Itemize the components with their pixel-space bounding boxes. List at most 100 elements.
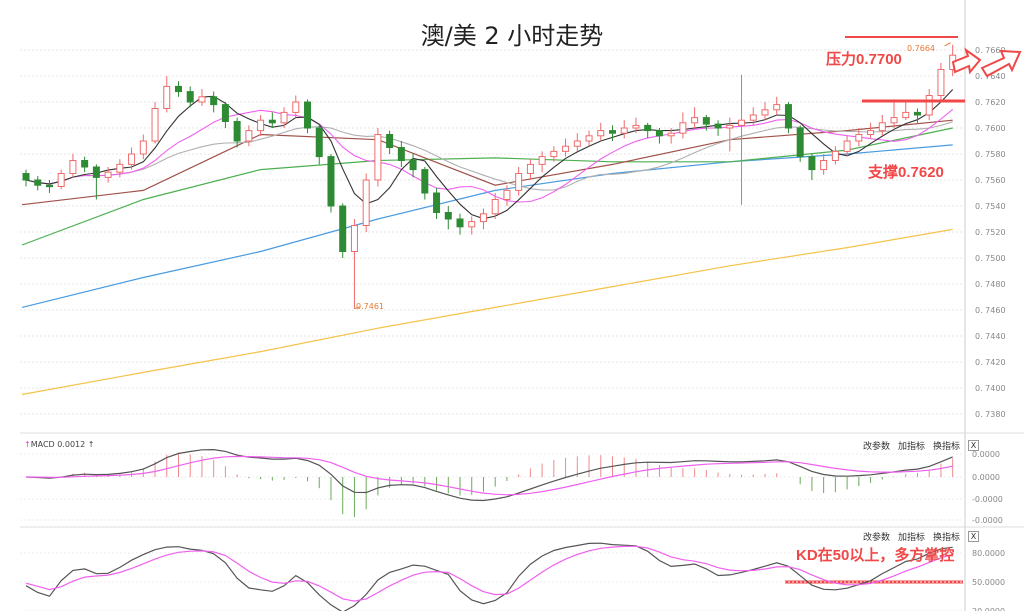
y-tick-label: 0. 7640 <box>975 72 1006 81</box>
candle-down <box>409 160 417 171</box>
candle-down <box>655 130 663 137</box>
candle-up <box>562 145 570 152</box>
add-indicator-button[interactable]: 加指标 <box>898 442 926 452</box>
candle-up <box>128 153 136 165</box>
candle-down <box>81 160 89 168</box>
y-tick-label: 0. 7520 <box>975 228 1006 237</box>
candle-up <box>890 117 898 124</box>
candle-down <box>784 104 792 129</box>
chart-title: 澳/美 2 小时走势 <box>420 22 604 50</box>
add-indicator-button[interactable]: 加指标 <box>898 533 926 543</box>
candle-up <box>104 171 112 178</box>
moving-average-line <box>21 228 953 396</box>
close-icon[interactable]: X <box>968 440 980 451</box>
candle-up <box>550 150 558 158</box>
candle-down <box>421 169 429 194</box>
candle-down <box>233 121 241 142</box>
candle-up <box>843 140 851 152</box>
y-tick-label: 0. 7600 <box>975 124 1006 133</box>
macd-tick-label: -0.0000 <box>972 495 1003 504</box>
candle-down <box>913 111 921 116</box>
kd-tick-label: 80.0000 <box>972 549 1005 558</box>
candle-up <box>257 119 265 132</box>
candle-up <box>573 140 581 147</box>
candle-up <box>597 130 605 137</box>
y-tick-label: 0. 7660 <box>975 46 1006 55</box>
candle-up <box>820 160 828 171</box>
y-tick-label: 0. 7420 <box>975 358 1006 367</box>
candle-down <box>186 91 194 103</box>
arrow-up-right-icon <box>980 49 1022 78</box>
candle-up <box>773 104 781 111</box>
candle-up <box>198 96 206 103</box>
candle-up <box>620 127 628 134</box>
candle-up <box>867 130 875 136</box>
y-tick-label: 0. 7400 <box>975 384 1006 393</box>
candle-down <box>714 123 722 129</box>
candle-down <box>702 117 710 125</box>
high-price-label: 0.7664 <box>907 44 935 53</box>
candle-up <box>280 111 288 124</box>
candle-down <box>221 104 229 122</box>
moving-average-line <box>21 144 953 308</box>
low-marker <box>354 306 361 310</box>
candle-down <box>796 127 804 158</box>
candle-up <box>69 160 77 174</box>
candle-up <box>491 199 499 215</box>
arrow-up-icon: ↑ <box>24 440 31 449</box>
macd-tick-label: 0.0000 <box>972 450 1000 459</box>
high-marker <box>944 42 951 47</box>
candle-down <box>268 119 276 124</box>
candle-up <box>538 156 546 165</box>
candle-down <box>327 156 335 207</box>
switch-indicator-button[interactable]: 换指标 <box>933 442 961 452</box>
y-tick-label: 0. 7540 <box>975 202 1006 211</box>
candle-down <box>210 96 218 106</box>
candle-up <box>667 132 675 137</box>
edit-params-button[interactable]: 改参数 <box>863 442 891 452</box>
macd-label: ↑MACD 0.0012 ↑ <box>24 440 94 449</box>
candle-up <box>245 130 253 142</box>
candle-up <box>726 124 734 129</box>
arrow-right-icon <box>951 47 982 75</box>
macd-dea-line <box>25 455 953 496</box>
candle-up <box>503 189 511 200</box>
macd-panel-toolbar: 改参数 加指标 换指标 X <box>863 439 980 452</box>
candle-up <box>362 179 370 226</box>
candle-up <box>350 225 358 252</box>
candle-down <box>174 85 182 93</box>
edit-params-button[interactable]: 改参数 <box>863 533 891 543</box>
kd-tick-label: 50.0000 <box>972 578 1005 587</box>
ma10-line <box>25 108 954 203</box>
d-line <box>25 545 953 602</box>
switch-indicator-button[interactable]: 换指标 <box>933 533 961 543</box>
candle-up <box>679 122 687 134</box>
candle-up <box>374 134 382 181</box>
candle-down <box>397 147 405 161</box>
ma5-line <box>25 89 954 220</box>
candle-down <box>92 166 100 178</box>
candle-down <box>339 205 347 252</box>
candle-up <box>116 163 124 173</box>
moving-average-line <box>21 127 953 246</box>
candle-up <box>878 122 886 132</box>
candle-up <box>57 173 65 187</box>
k-line <box>25 542 953 611</box>
candle-up <box>761 109 769 116</box>
y-tick-label: 0. 7560 <box>975 176 1006 185</box>
kd-tick-label: 20.0000 <box>972 607 1005 611</box>
macd-dif-line <box>25 448 953 502</box>
candle-up <box>292 101 300 113</box>
candle-up <box>738 119 746 126</box>
candle-down <box>444 212 452 220</box>
candle-up <box>515 173 523 191</box>
close-icon[interactable]: X <box>968 531 980 542</box>
candle-up <box>468 221 476 228</box>
y-tick-label: 0. 7480 <box>975 280 1006 289</box>
candle-up <box>937 69 945 96</box>
candle-up <box>749 114 757 121</box>
candle-up <box>479 213 487 223</box>
candle-up <box>163 85 171 110</box>
support-annotation: 支撑0.7620 <box>868 164 944 181</box>
